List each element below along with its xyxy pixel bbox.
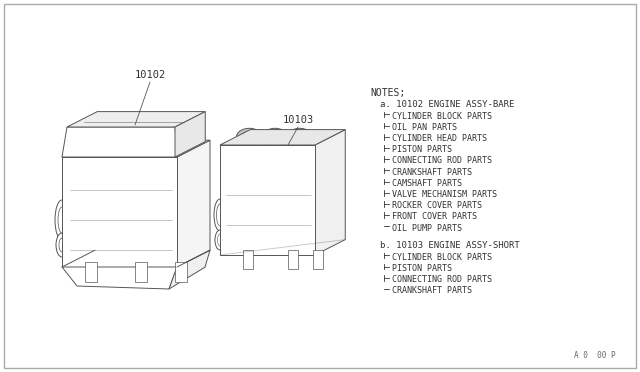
Ellipse shape: [86, 226, 114, 244]
Ellipse shape: [90, 229, 110, 241]
Ellipse shape: [86, 166, 114, 184]
Ellipse shape: [305, 151, 310, 155]
Ellipse shape: [245, 175, 261, 185]
Text: 10103: 10103: [282, 115, 314, 125]
Polygon shape: [67, 112, 205, 127]
Text: CYLINDER HEAD PARTS: CYLINDER HEAD PARTS: [392, 134, 487, 143]
Ellipse shape: [90, 199, 110, 211]
Ellipse shape: [230, 151, 236, 155]
Polygon shape: [135, 262, 147, 282]
Text: a. 10102 ENGINE ASSY-BARE: a. 10102 ENGINE ASSY-BARE: [380, 100, 515, 109]
Text: b. 10103 ENGINE ASSY-SHORT: b. 10103 ENGINE ASSY-SHORT: [380, 241, 520, 250]
Ellipse shape: [56, 233, 68, 257]
Text: PISTON PARTS: PISTON PARTS: [392, 264, 452, 273]
Ellipse shape: [245, 205, 261, 215]
Ellipse shape: [291, 131, 308, 143]
Text: CONNECTING ROD PARTS: CONNECTING ROD PARTS: [392, 275, 492, 284]
Text: FRONT COVER PARTS: FRONT COVER PARTS: [392, 212, 477, 221]
Polygon shape: [315, 129, 345, 255]
Ellipse shape: [215, 230, 225, 250]
Text: ROCKER COVER PARTS: ROCKER COVER PARTS: [392, 201, 482, 210]
Text: CONNECTING ROD PARTS: CONNECTING ROD PARTS: [392, 156, 492, 165]
Polygon shape: [169, 250, 210, 289]
Polygon shape: [175, 112, 205, 157]
Polygon shape: [62, 267, 177, 289]
Polygon shape: [288, 250, 298, 269]
Ellipse shape: [214, 199, 226, 231]
Polygon shape: [62, 157, 177, 267]
Text: NOTES;: NOTES;: [370, 88, 405, 98]
Text: CRANKSHAFT PARTS: CRANKSHAFT PARTS: [392, 286, 472, 295]
Ellipse shape: [241, 131, 259, 143]
Text: CYLINDER BLOCK PARTS: CYLINDER BLOCK PARTS: [392, 253, 492, 262]
Ellipse shape: [90, 169, 110, 181]
Polygon shape: [175, 262, 187, 282]
Text: OIL PAN PARTS: OIL PAN PARTS: [392, 123, 457, 132]
Polygon shape: [62, 127, 177, 157]
Polygon shape: [220, 129, 345, 145]
Text: CYLINDER BLOCK PARTS: CYLINDER BLOCK PARTS: [392, 112, 492, 121]
Text: CRANKSHAFT PARTS: CRANKSHAFT PARTS: [392, 167, 472, 177]
Polygon shape: [62, 140, 210, 157]
Polygon shape: [85, 262, 97, 282]
Polygon shape: [220, 145, 315, 255]
Text: OIL PUMP PARTS: OIL PUMP PARTS: [392, 224, 462, 232]
Polygon shape: [243, 250, 253, 269]
Text: VALVE MECHANISM PARTS: VALVE MECHANISM PARTS: [392, 190, 497, 199]
Text: CAMSHAFT PARTS: CAMSHAFT PARTS: [392, 179, 462, 188]
Ellipse shape: [255, 151, 260, 155]
Ellipse shape: [287, 128, 313, 146]
Text: PISTON PARTS: PISTON PARTS: [392, 145, 452, 154]
Ellipse shape: [285, 151, 291, 155]
Ellipse shape: [55, 200, 69, 240]
Ellipse shape: [236, 128, 262, 146]
Ellipse shape: [262, 128, 288, 146]
Text: 10102: 10102: [134, 70, 166, 80]
Ellipse shape: [241, 172, 265, 188]
Ellipse shape: [266, 131, 284, 143]
Ellipse shape: [241, 202, 265, 218]
Polygon shape: [313, 250, 323, 269]
Polygon shape: [177, 140, 210, 267]
Ellipse shape: [86, 196, 114, 214]
Text: A 0  00 P: A 0 00 P: [574, 352, 616, 360]
